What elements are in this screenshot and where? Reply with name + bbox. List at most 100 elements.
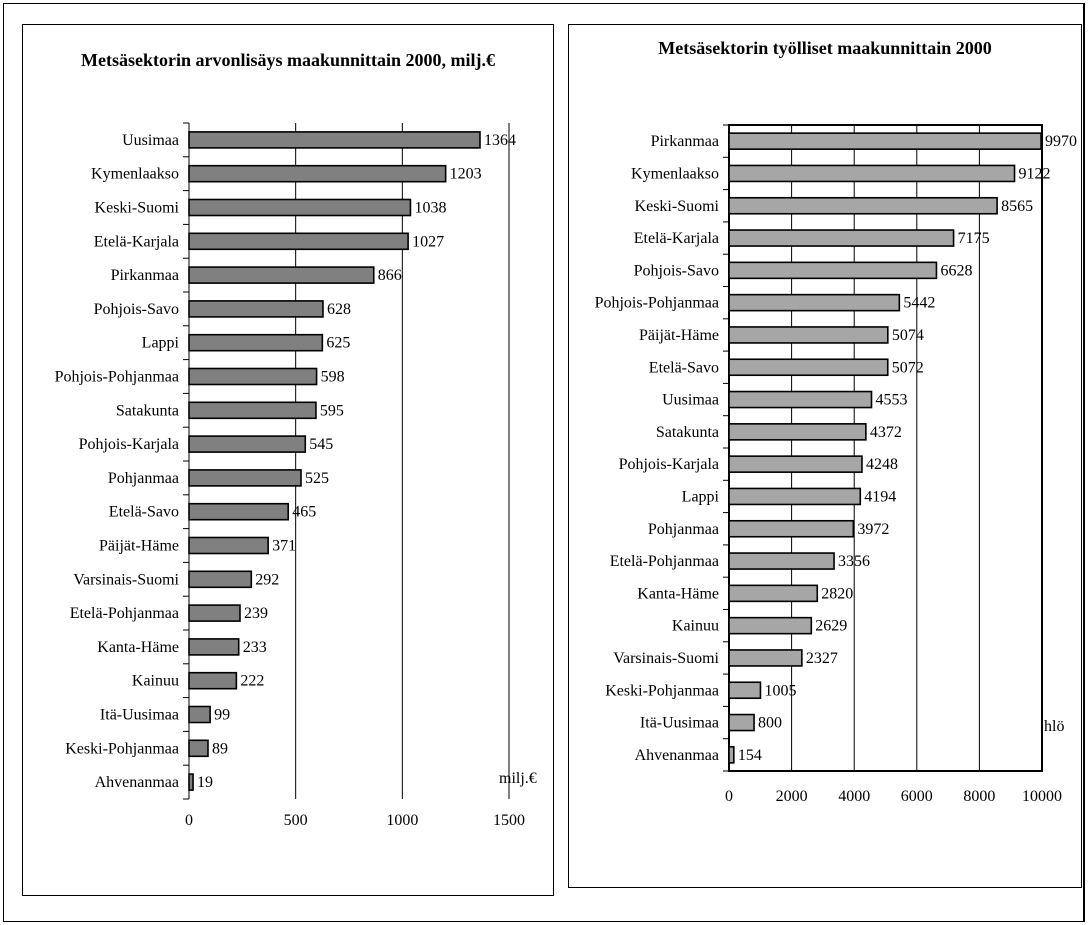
category-label-keski-suomi: Keski-Suomi [95,200,180,217]
category-label-varsinais-suomi: Varsinais-Suomi [613,650,719,667]
value-label-ahvenanmaa: 154 [738,747,762,764]
category-label-pohjanmaa: Pohjanmaa [108,470,179,487]
bar-pohjanmaa [728,519,855,538]
x-tick-label: 1000 [386,812,418,829]
value-label-pirkanmaa: 9970 [1045,133,1077,150]
value-label-keski-pohjanmaa: 1005 [764,682,796,699]
value-label-kymenlaakso: 9122 [1019,165,1051,182]
x-tick-label: 500 [284,812,308,829]
category-label-pohjois-karjala: Pohjois-Karjala [79,436,179,453]
value-label-pohjois-savo: 6628 [940,262,972,279]
bar-pohjois-karjala [728,455,863,473]
chart-employment: 0 2000 4000 6000 8000 10000 Pirkanmaa 9970 Kymen… [595,124,1077,805]
category-label-etela-pohjanmaa: Etelä-Pohjanmaa [70,605,179,622]
value-label-pirkanmaa: 866 [378,267,402,284]
outer-frame [3,3,1085,922]
value-label-pohjois-pohjanmaa: 598 [321,369,345,386]
value-label-pohjois-savo: 628 [327,301,351,318]
bar-paijat-hame [188,536,269,555]
category-label-keski-pohjanmaa: Keski-Pohjanmaa [605,682,719,699]
bar-kanta-hame [728,584,819,603]
category-label-keski-suomi: Keski-Suomi [635,198,720,215]
value-label-etela-pohjanmaa: 239 [244,605,268,622]
bar-pohjois-karjala [188,435,307,453]
category-label-kymenlaakso: Kymenlaakso [631,165,719,182]
bar-etela-karjala [188,232,409,251]
bar-satakunta [728,423,867,441]
bar-pirkanmaa [728,132,1042,150]
bar-etela-savo [728,358,889,377]
value-label-varsinais-suomi: 2327 [806,650,838,667]
chart-panel-value-added: Metsäsektorin arvonlisäys maakunnittain … [22,24,554,896]
value-label-etela-pohjanmaa: 3356 [838,553,870,570]
bar-keski-suomi [728,196,998,215]
category-label-ita-uusimaa: Itä-Uusimaa [100,707,179,724]
bar-kainuu [188,671,238,690]
value-label-etela-savo: 465 [292,504,316,521]
category-label-pohjois-karjala: Pohjois-Karjala [619,456,719,473]
category-label-paijat-hame: Päijät-Häme [639,327,719,344]
category-label-etela-savo: Etelä-Savo [109,504,179,521]
value-label-ita-uusimaa: 800 [758,715,782,732]
bar-pohjois-pohjanmaa [188,367,318,386]
category-label-kymenlaakso: Kymenlaakso [91,166,179,183]
bar-etela-pohjanmaa [728,552,835,570]
value-label-pohjanmaa: 3972 [857,521,889,538]
value-label-paijat-hame: 5074 [892,327,924,344]
value-label-satakunta: 4372 [870,424,902,441]
category-label-kainuu: Kainuu [132,673,179,690]
value-label-kainuu: 222 [240,673,264,690]
bar-keski-pohjanmaa [188,739,209,758]
bar-varsinais-suomi [188,570,253,589]
bar-satakunta [188,401,317,420]
category-label-ahvenanmaa: Ahvenanmaa [95,774,179,791]
bar-etela-pohjanmaa [188,604,241,622]
x-tick-label: 2000 [776,788,808,805]
bar-uusimaa [188,131,481,149]
category-label-pirkanmaa: Pirkanmaa [111,267,179,284]
category-label-uusimaa: Uusimaa [662,392,719,409]
bar-etela-savo [188,502,289,521]
bar-etela-karjala [728,229,955,247]
category-label-etela-savo: Etelä-Savo [649,359,719,376]
category-label-ita-uusimaa: Itä-Uusimaa [640,715,719,732]
category-label-etela-karjala: Etelä-Karjala [634,230,719,247]
plot-area-border [728,124,1043,772]
value-label-keski-pohjanmaa: 89 [212,740,228,757]
category-label-uusimaa: Uusimaa [122,132,179,149]
category-label-etela-karjala: Etelä-Karjala [94,233,179,250]
x-tick-label: 1500 [493,812,525,829]
bar-pirkanmaa [188,266,375,284]
value-label-kanta-hame: 2820 [821,585,853,602]
category-label-kanta-hame: Kanta-Häme [637,585,719,602]
value-label-uusimaa: 4553 [876,392,908,409]
bar-pohjois-pohjanmaa [728,293,901,312]
category-label-pohjanmaa: Pohjanmaa [648,521,719,538]
value-label-pohjois-karjala: 545 [309,436,333,453]
bar-pohjois-savo [188,300,324,318]
value-label-pohjois-karjala: 4248 [866,456,898,473]
value-label-ahvenanmaa: 19 [197,774,213,791]
bar-uusimaa [728,390,873,409]
bar-keski-pohjanmaa [728,681,762,700]
x-tick-label: 0 [185,812,193,829]
category-label-satakunta: Satakunta [656,424,719,441]
value-label-etela-karjala: 1027 [412,233,444,250]
unit-label: hlö [1044,718,1064,735]
category-label-pohjois-pohjanmaa: Pohjois-Pohjanmaa [55,369,179,386]
x-tick-label: 10000 [1022,788,1062,805]
category-label-ahvenanmaa: Ahvenanmaa [635,747,719,764]
bar-pohjois-savo [728,261,938,280]
bar-paijat-hame [728,326,889,344]
category-label-lappi: Lappi [682,488,720,505]
chart-value-added: 0 500 1000 1500 Uusimaa 1364 Kymenlaakso 1203 Ke… [55,122,537,829]
category-label-kainuu: Kainuu [672,618,719,635]
bar-kainuu [728,616,813,635]
bar-ita-uusimaa [728,713,755,732]
category-label-kanta-hame: Kanta-Häme [97,639,179,656]
x-tick-label: 4000 [838,788,870,805]
value-label-ita-uusimaa: 99 [214,707,230,724]
category-label-paijat-hame: Päijät-Häme [99,538,179,555]
bar-kanta-hame [188,638,240,656]
bar-ita-uusimaa [188,705,211,724]
